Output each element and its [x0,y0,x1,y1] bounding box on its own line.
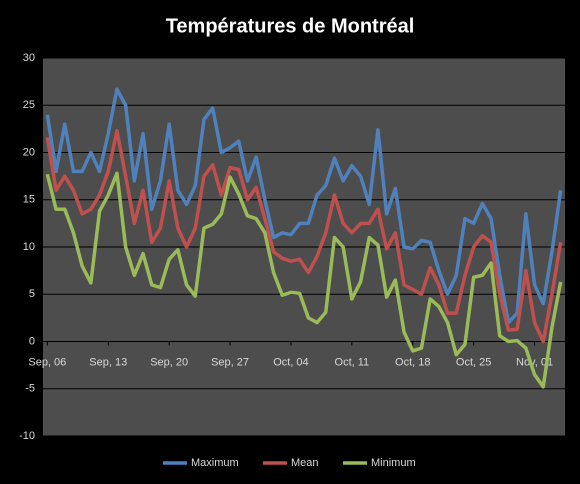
y-tick-label: 30 [23,52,35,64]
x-tick-label: Oct, 18 [395,356,430,368]
y-tick-label: -10 [19,430,35,442]
legend-label: Maximum [191,457,239,469]
x-tick-label: Sep, 13 [89,356,127,368]
x-tick-label: Oct, 25 [456,356,491,368]
x-tick-label: Sep, 06 [28,356,66,368]
legend-label: Minimum [371,457,416,469]
y-tick-label: 20 [23,146,35,158]
x-tick-label: Nov, 01 [516,356,553,368]
x-tick-label: Oct, 04 [273,356,308,368]
y-tick-label: 0 [29,335,35,347]
x-tick-label: Oct, 11 [335,356,370,368]
legend-label: Mean [291,457,319,469]
series-line [45,87,563,325]
y-tick-label: 25 [23,99,35,111]
x-tick-label: Sep, 20 [150,356,188,368]
y-tick-label: 10 [23,241,35,253]
y-tick-label: -5 [25,383,35,395]
y-tick-label: 5 [29,288,35,300]
series-line [45,171,563,389]
series-line [45,129,563,344]
chart-title: Températures de Montréal [166,15,415,37]
y-tick-label: 15 [23,194,35,206]
x-tick-label: Sep, 27 [211,356,249,368]
